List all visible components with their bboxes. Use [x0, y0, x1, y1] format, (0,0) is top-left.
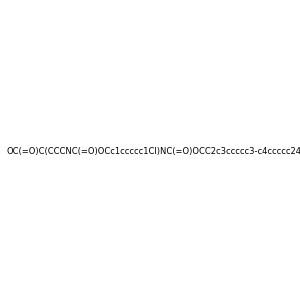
Text: OC(=O)C(CCCNC(=O)OCc1ccccc1Cl)NC(=O)OCC2c3ccccc3-c4ccccc24: OC(=O)C(CCCNC(=O)OCc1ccccc1Cl)NC(=O)OCC2…: [6, 147, 300, 156]
